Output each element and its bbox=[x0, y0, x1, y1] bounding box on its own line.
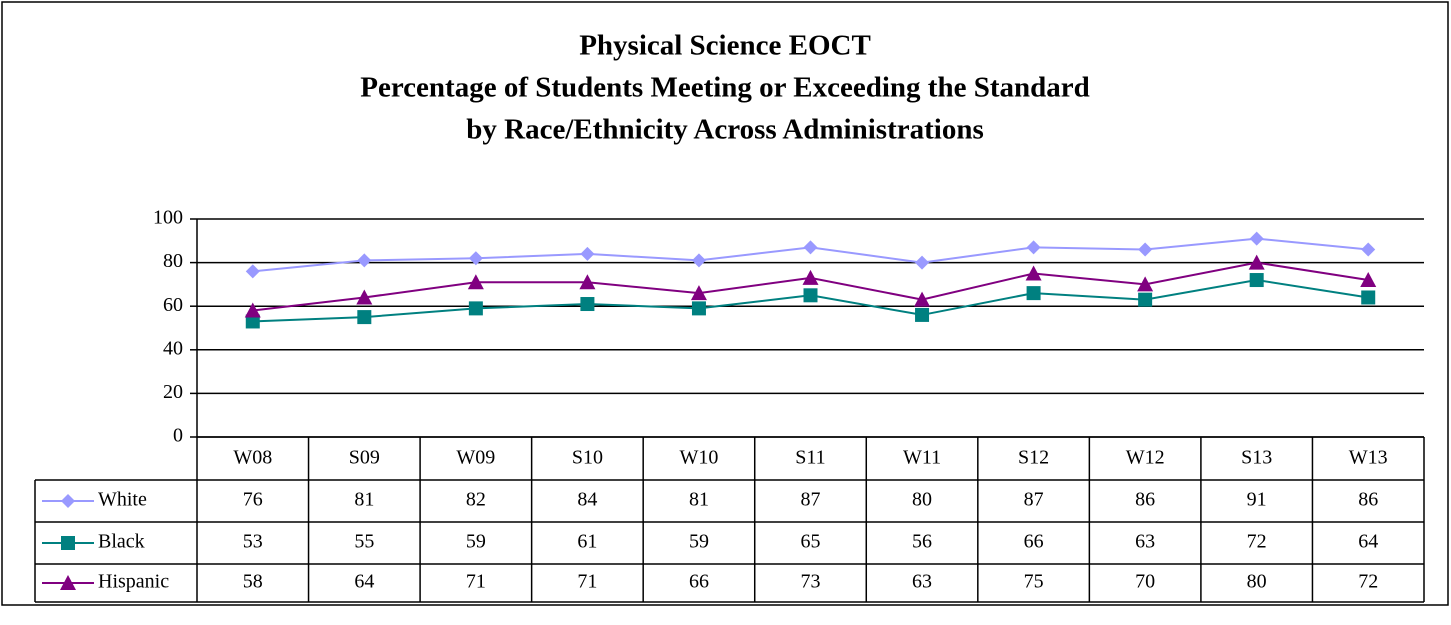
table-value: 81 bbox=[689, 489, 709, 511]
table-value: 81 bbox=[354, 489, 374, 511]
y-tick-label: 0 bbox=[173, 425, 183, 447]
table-value: 64 bbox=[1358, 531, 1378, 553]
data-point bbox=[915, 255, 930, 270]
x-tick-label: W11 bbox=[903, 447, 941, 469]
data-point bbox=[1361, 290, 1376, 305]
table-value: 87 bbox=[1024, 489, 1044, 511]
y-tick-label: 100 bbox=[153, 207, 183, 229]
data-point bbox=[1026, 286, 1041, 301]
data-point bbox=[1026, 240, 1041, 255]
table-value: 71 bbox=[577, 571, 597, 593]
data-point bbox=[803, 240, 818, 255]
data-point bbox=[914, 291, 931, 307]
data-point bbox=[357, 310, 372, 325]
data-point bbox=[803, 288, 818, 303]
data-point bbox=[467, 274, 484, 290]
legend-marker bbox=[61, 536, 75, 550]
y-tick-label: 20 bbox=[163, 381, 183, 403]
legend-label: Black bbox=[98, 531, 145, 553]
data-point bbox=[1249, 231, 1264, 246]
table-value: 76 bbox=[243, 489, 263, 511]
table-value: 71 bbox=[466, 571, 486, 593]
table-value: 55 bbox=[354, 531, 374, 553]
data-point bbox=[468, 251, 483, 266]
chart-title: Physical Science EOCT bbox=[579, 30, 871, 62]
data-point bbox=[691, 301, 706, 316]
x-tick-label: S10 bbox=[572, 447, 603, 469]
legend-label: White bbox=[98, 489, 147, 511]
table-value: 72 bbox=[1247, 531, 1267, 553]
table-value: 84 bbox=[577, 489, 597, 511]
table-value: 66 bbox=[689, 571, 709, 593]
data-point bbox=[1138, 292, 1153, 307]
table-value: 80 bbox=[912, 489, 932, 511]
y-tick-label: 40 bbox=[163, 337, 183, 359]
data-point bbox=[802, 269, 819, 285]
data-point bbox=[579, 274, 596, 290]
table-value: 61 bbox=[577, 531, 597, 553]
data-point bbox=[356, 289, 373, 305]
data-point bbox=[357, 253, 372, 268]
y-tick-label: 60 bbox=[163, 294, 183, 316]
table-value: 86 bbox=[1135, 489, 1155, 511]
chart-title: by Race/Ethnicity Across Administrations bbox=[466, 114, 983, 146]
legend-marker bbox=[60, 575, 76, 590]
x-tick-label: W09 bbox=[456, 447, 495, 469]
x-tick-label: S13 bbox=[1241, 447, 1272, 469]
data-point bbox=[1137, 276, 1154, 292]
data-point bbox=[244, 302, 261, 318]
data-point bbox=[1249, 273, 1264, 288]
table-value: 64 bbox=[354, 571, 374, 593]
table-value: 59 bbox=[689, 531, 709, 553]
table-value: 58 bbox=[243, 571, 263, 593]
legend-label: Hispanic bbox=[98, 571, 169, 593]
data-point bbox=[468, 301, 483, 316]
table-value: 63 bbox=[912, 571, 932, 593]
table-value: 91 bbox=[1247, 489, 1267, 511]
data-point bbox=[245, 314, 260, 329]
table-value: 86 bbox=[1358, 489, 1378, 511]
table-value: 75 bbox=[1024, 571, 1044, 593]
data-point bbox=[1360, 272, 1377, 288]
x-tick-label: W13 bbox=[1349, 447, 1388, 469]
data-point bbox=[1025, 265, 1042, 281]
table-value: 73 bbox=[801, 571, 821, 593]
legend-marker bbox=[61, 494, 75, 508]
data-point bbox=[580, 297, 595, 312]
data-point bbox=[690, 285, 707, 301]
x-tick-label: S11 bbox=[795, 447, 825, 469]
table-value: 53 bbox=[243, 531, 263, 553]
data-point bbox=[1248, 254, 1265, 270]
data-point bbox=[580, 246, 595, 261]
table-value: 72 bbox=[1358, 571, 1378, 593]
data-point bbox=[1361, 242, 1376, 257]
table-value: 82 bbox=[466, 489, 486, 511]
data-point bbox=[245, 264, 260, 279]
table-value: 66 bbox=[1024, 531, 1044, 553]
x-tick-label: W12 bbox=[1126, 447, 1165, 469]
data-point bbox=[691, 253, 706, 268]
table-value: 65 bbox=[801, 531, 821, 553]
table-value: 63 bbox=[1135, 531, 1155, 553]
data-point bbox=[1138, 242, 1153, 257]
table-value: 59 bbox=[466, 531, 486, 553]
x-tick-label: W10 bbox=[680, 447, 719, 469]
table-value: 70 bbox=[1135, 571, 1155, 593]
x-tick-label: S09 bbox=[349, 447, 380, 469]
chart-border bbox=[1, 1, 1449, 606]
table-value: 56 bbox=[912, 531, 932, 553]
table-value: 80 bbox=[1247, 571, 1267, 593]
chart-title: Percentage of Students Meeting or Exceed… bbox=[360, 72, 1090, 104]
data-point bbox=[915, 307, 930, 322]
table-value: 87 bbox=[801, 489, 821, 511]
x-tick-label: W08 bbox=[233, 447, 272, 469]
x-tick-label: S12 bbox=[1018, 447, 1049, 469]
y-tick-label: 80 bbox=[163, 250, 183, 272]
